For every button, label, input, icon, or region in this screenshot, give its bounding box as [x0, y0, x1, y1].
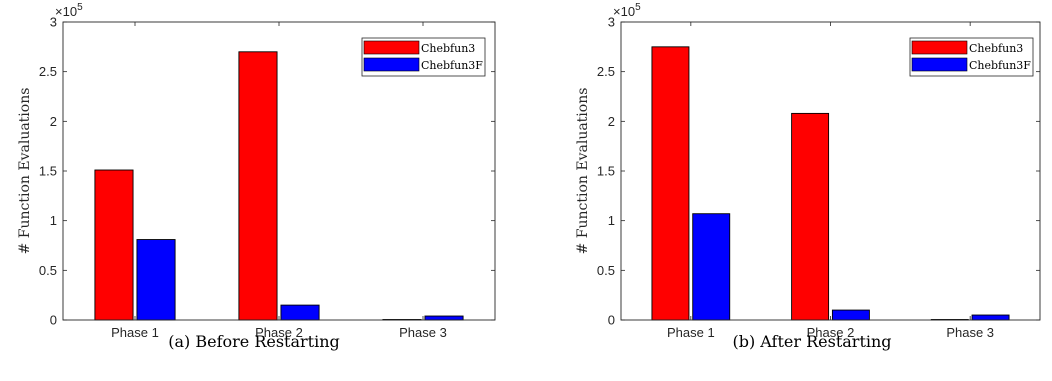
y-multiplier-base: ×10	[55, 4, 77, 19]
panel-caption: (a) Before Restarting	[168, 332, 340, 351]
x-tick-label: Phase 1	[111, 325, 159, 340]
x-tick-label: Phase 1	[667, 325, 715, 340]
bar-chebfun3f-phase-1	[136, 239, 176, 321]
bar-chebfun3-phase-2	[238, 51, 278, 321]
panel-caption: (b) After Restarting	[732, 332, 891, 351]
bar-chebfun3f-phase-3	[424, 315, 464, 321]
y-multiplier-exponent: 5	[77, 2, 83, 13]
bar-chebfun3-phase-2	[791, 112, 830, 321]
y-tick-label: 1.5	[597, 164, 615, 179]
y-tick-label: 1	[608, 213, 615, 228]
y-tick-label: 2.5	[597, 64, 615, 79]
y-tick-label: 0.5	[39, 263, 57, 278]
axes-box	[62, 21, 496, 321]
y-multiplier-exponent: 5	[635, 2, 641, 13]
legend-label-chebfun3: Chebfun3	[969, 42, 1023, 55]
legend: Chebfun3 Chebfun3F	[909, 37, 1034, 77]
bar-chebfun3f-phase-2	[280, 304, 320, 321]
panel-after-restarting: Phase 1 Phase 2 Phase 3 0 0.5 1 1.5 2 2.5 3×105 # …	[575, 2, 1041, 351]
panel-before-restarting: Phase 1 Phase 2 Phase 3 0 0.5 1 1.5 2 2.5 3×105 # …	[17, 2, 496, 351]
y-axis-label: # Function Evaluations	[575, 88, 591, 255]
legend-swatch-chebfun3	[363, 40, 420, 55]
legend-label-chebfun3f: Chebfun3F	[421, 59, 483, 72]
y-tick-label: 3	[608, 15, 615, 30]
legend-swatch-chebfun3f	[911, 57, 968, 72]
x-tick-label: Phase 3	[399, 325, 447, 340]
y-multiplier-base: ×10	[613, 4, 635, 19]
y-tick-label: 2	[50, 114, 57, 129]
legend-swatch-chebfun3f	[363, 57, 420, 72]
legend-label-chebfun3f: Chebfun3F	[969, 59, 1031, 72]
legend-swatch-chebfun3	[911, 40, 968, 55]
y-tick-label: 3	[50, 15, 57, 30]
bar-chebfun3f-phase-2	[831, 309, 870, 321]
y-tick-label: 0.5	[597, 263, 615, 278]
y-axis-label: # Function Evaluations	[17, 88, 33, 255]
x-tick-label: Phase 2	[255, 325, 303, 340]
x-tick-label: Phase 2	[807, 325, 855, 340]
bar-chebfun3-phase-1	[651, 46, 690, 321]
bar-chebfun3f-phase-3	[971, 314, 1010, 321]
y-multiplier: ×105	[55, 2, 83, 19]
y-tick-label: 1.5	[39, 164, 57, 179]
legend-label-chebfun3: Chebfun3	[421, 42, 475, 55]
y-multiplier: ×105	[613, 2, 641, 19]
x-tick-label: Phase 3	[946, 325, 994, 340]
y-tick-label: 0	[608, 313, 615, 328]
y-tick-label: 2.5	[39, 64, 57, 79]
axes-box	[620, 21, 1041, 321]
legend: Chebfun3 Chebfun3F	[361, 37, 486, 77]
bar-chebfun3f-phase-1	[692, 213, 731, 321]
y-tick-label: 1	[50, 213, 57, 228]
bar-chebfun3-phase-1	[94, 169, 134, 321]
y-tick-label: 2	[608, 114, 615, 129]
y-tick-label: 0	[50, 313, 57, 328]
